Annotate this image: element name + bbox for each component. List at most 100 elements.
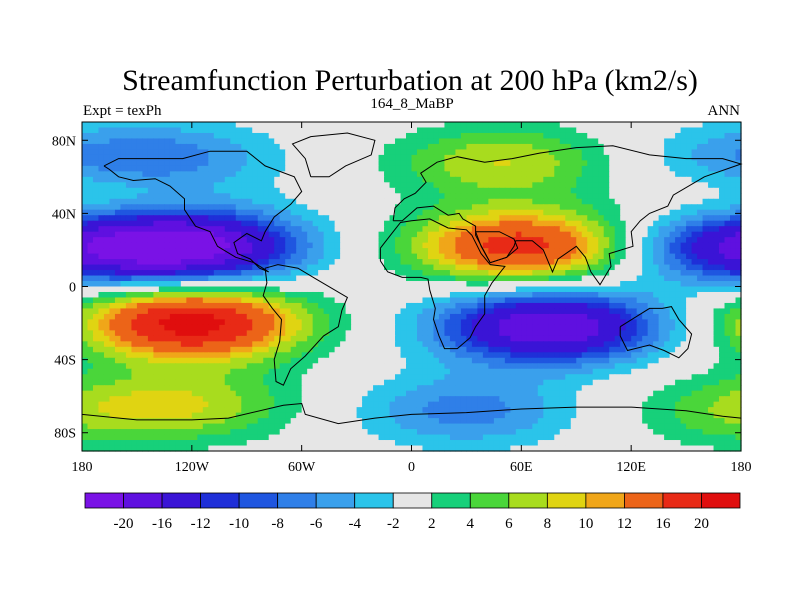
field-cell	[164, 182, 171, 189]
field-cell	[526, 204, 533, 211]
field-cell	[581, 176, 588, 183]
field-cell	[158, 160, 165, 167]
field-cell	[367, 313, 374, 320]
field-cell	[103, 297, 111, 304]
field-cell	[647, 313, 654, 320]
field-cell	[175, 171, 182, 178]
field-cell	[279, 335, 286, 342]
field-cell	[252, 319, 259, 326]
field-cell	[598, 182, 605, 189]
field-cell	[581, 275, 588, 282]
field-cell	[713, 138, 720, 145]
field-cell	[482, 220, 489, 227]
field-cell	[180, 253, 187, 260]
field-cell	[136, 215, 144, 222]
field-cell	[526, 138, 533, 145]
field-cell	[532, 231, 539, 238]
field-cell	[285, 165, 292, 172]
field-cell	[686, 143, 693, 151]
field-cell	[504, 248, 511, 255]
field-cell	[499, 143, 506, 151]
field-cell	[213, 253, 220, 260]
field-cell	[268, 248, 275, 255]
field-cell	[438, 198, 446, 205]
field-cell	[334, 253, 341, 260]
field-cell	[532, 204, 539, 211]
field-cell	[548, 270, 555, 277]
field-cell	[395, 143, 402, 151]
field-cell	[87, 308, 94, 315]
field-cell	[285, 231, 292, 238]
field-cell	[406, 143, 413, 151]
field-cell	[422, 187, 429, 194]
field-cell	[125, 132, 133, 140]
field-cell	[202, 270, 209, 277]
field-cell	[482, 324, 489, 331]
field-cell	[92, 270, 100, 277]
field-cell	[334, 182, 341, 189]
field-cell	[296, 209, 303, 216]
field-cell	[395, 171, 402, 178]
field-cell	[367, 253, 374, 260]
field-cell	[142, 226, 149, 233]
field-cell	[515, 143, 522, 151]
field-cell	[197, 259, 204, 266]
field-cell	[246, 160, 253, 167]
field-cell	[82, 138, 89, 145]
field-cell	[224, 335, 231, 342]
field-cell	[664, 204, 671, 211]
field-cell	[395, 242, 402, 249]
field-cell	[510, 297, 517, 304]
field-cell	[647, 308, 654, 315]
field-cell	[92, 198, 100, 205]
field-cell	[323, 138, 330, 145]
field-cell	[686, 154, 693, 161]
field-cell	[521, 154, 528, 161]
field-cell	[109, 171, 116, 178]
field-cell	[559, 237, 566, 244]
field-cell	[136, 226, 144, 233]
field-cell	[219, 237, 226, 244]
field-cell	[257, 335, 264, 342]
field-cell	[274, 313, 281, 320]
field-cell	[669, 160, 676, 167]
field-cell	[444, 138, 451, 145]
field-cell	[296, 313, 303, 320]
field-cell	[488, 297, 495, 304]
field-cell	[620, 264, 627, 271]
field-cell	[521, 319, 528, 326]
field-cell	[87, 248, 94, 255]
field-cell	[493, 231, 500, 238]
field-cell	[576, 160, 583, 167]
field-cell	[730, 143, 737, 151]
field-cell	[576, 275, 583, 282]
field-cell	[257, 313, 264, 320]
field-cell	[191, 259, 198, 266]
field-cell	[164, 297, 171, 304]
field-cell	[235, 220, 242, 227]
field-cell	[576, 264, 583, 271]
field-cell	[427, 182, 435, 189]
field-cell	[603, 198, 610, 205]
field-cell	[488, 143, 495, 151]
field-cell	[252, 215, 259, 222]
field-cell	[609, 308, 616, 315]
field-cell	[708, 237, 715, 244]
field-cell	[82, 330, 89, 337]
field-cell	[131, 259, 138, 266]
field-cell	[169, 259, 176, 266]
field-cell	[609, 132, 616, 140]
field-cell	[526, 231, 533, 238]
field-cell	[675, 264, 682, 271]
field-cell	[175, 324, 182, 331]
field-cell	[208, 264, 215, 271]
field-cell	[581, 231, 588, 238]
field-cell	[482, 242, 489, 249]
field-cell	[686, 335, 693, 342]
field-cell	[109, 176, 116, 183]
field-cell	[592, 160, 599, 167]
field-cell	[411, 160, 418, 167]
field-cell	[422, 215, 429, 222]
field-cell	[532, 335, 539, 342]
field-cell	[559, 341, 566, 348]
